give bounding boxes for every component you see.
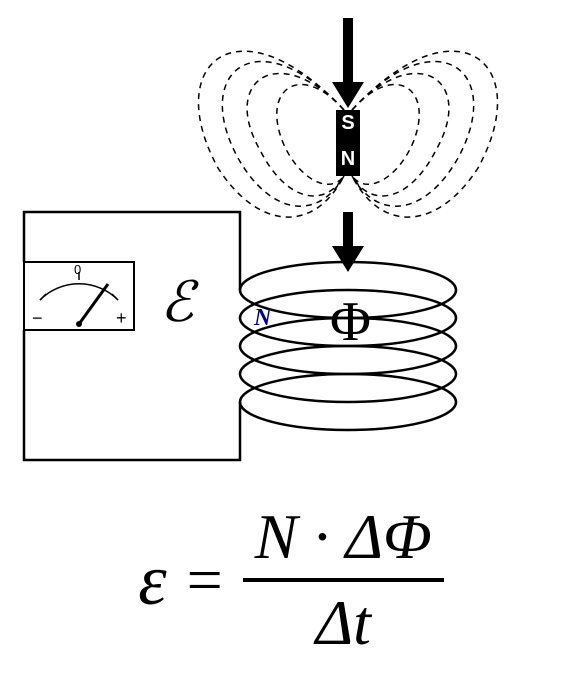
- induction-diagram: S N 0 − + ℰ N Φ: [0, 0, 582, 480]
- magnet-n-label: N: [336, 148, 360, 171]
- meter-plus-label: +: [116, 308, 127, 329]
- formula-denominator: Δt: [304, 582, 383, 664]
- formula-fraction: N · ΔΦ Δt: [243, 496, 444, 664]
- formula-lhs: ε: [138, 539, 166, 622]
- flux-phi-label: Φ: [330, 290, 371, 354]
- faraday-formula: ε = N · ΔΦ Δt: [0, 490, 582, 670]
- formula-eq: =: [187, 543, 223, 617]
- meter-minus-label: −: [32, 308, 43, 329]
- magnet-s-label: S: [336, 112, 360, 135]
- wires: [24, 212, 240, 460]
- arrow-top: [332, 18, 364, 108]
- turns-n-label: N: [254, 305, 271, 332]
- emf-label: ℰ: [160, 270, 194, 335]
- formula-numerator: N · ΔΦ: [243, 496, 444, 578]
- diagram-svg: [0, 0, 582, 480]
- meter-zero-label: 0: [74, 262, 81, 277]
